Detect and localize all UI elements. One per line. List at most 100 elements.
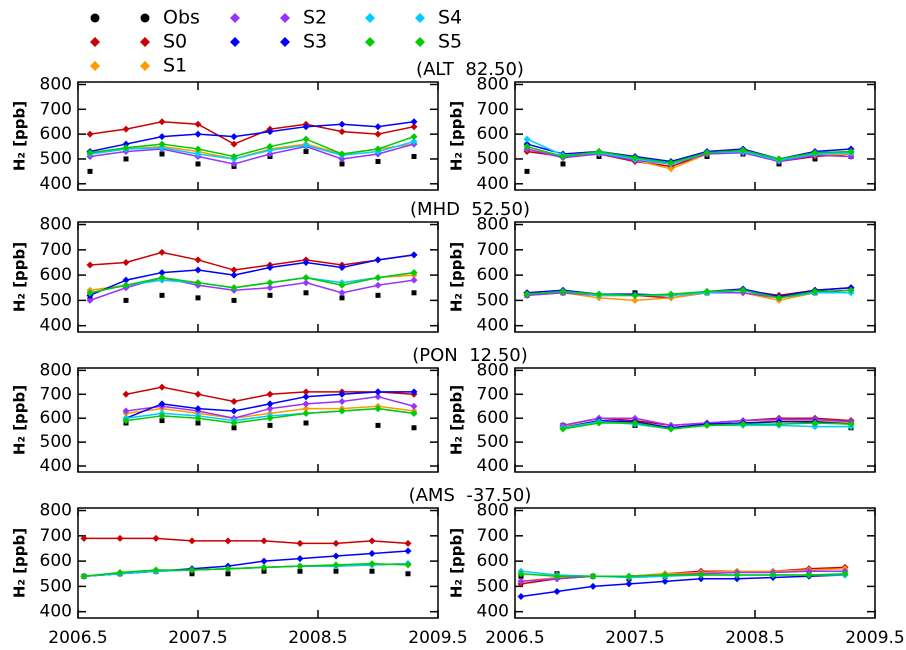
data-point xyxy=(631,296,639,304)
data-point xyxy=(159,292,165,298)
data-point xyxy=(266,128,274,136)
data-point xyxy=(410,402,418,410)
series-line xyxy=(89,251,415,271)
data-point xyxy=(158,274,166,282)
legend-label: S0 xyxy=(163,31,187,53)
data-point xyxy=(517,593,525,601)
data-point xyxy=(158,412,166,420)
data-point xyxy=(847,148,855,156)
data-point xyxy=(368,537,376,545)
data-point xyxy=(703,149,711,157)
data-point xyxy=(159,418,165,424)
data-point xyxy=(296,562,304,570)
y-tick-label: 700 xyxy=(40,526,72,546)
y-tick-label: 700 xyxy=(477,384,509,404)
legend-marker xyxy=(415,37,425,47)
data-point xyxy=(667,290,675,298)
data-point xyxy=(80,534,88,542)
y-tick-label: 600 xyxy=(40,408,72,428)
data-point xyxy=(404,547,412,555)
legend-marker xyxy=(140,37,150,47)
legend-marker xyxy=(140,61,150,71)
y-tick-label: 800 xyxy=(477,215,509,235)
data-point xyxy=(194,266,202,274)
data-point xyxy=(553,587,561,595)
data-point xyxy=(230,407,238,415)
data-point xyxy=(189,571,195,577)
data-point xyxy=(847,286,855,294)
data-point xyxy=(595,148,603,156)
series-line xyxy=(520,574,846,598)
data-point xyxy=(302,141,310,149)
y-axis-label: H₂ [ppb] xyxy=(11,242,29,312)
data-point xyxy=(123,297,129,303)
data-point xyxy=(224,565,232,573)
data-point xyxy=(194,120,202,128)
data-point xyxy=(230,266,238,274)
data-point xyxy=(375,422,381,428)
series-line xyxy=(526,289,852,299)
y-tick-label: 800 xyxy=(477,360,509,380)
data-point xyxy=(122,258,130,266)
data-point xyxy=(194,414,202,422)
data-point xyxy=(374,281,382,289)
y-axis-label: H₂ [ppb] xyxy=(448,242,466,312)
data-point xyxy=(847,420,855,428)
data-point xyxy=(661,571,669,579)
data-point xyxy=(667,165,675,173)
data-point xyxy=(158,144,166,152)
data-point xyxy=(374,123,382,131)
data-point xyxy=(411,153,417,159)
data-point xyxy=(703,288,711,296)
data-point xyxy=(559,425,567,433)
data-point xyxy=(302,388,310,396)
data-point xyxy=(697,575,705,583)
legend-marker xyxy=(280,37,290,47)
y-tick-label: 500 xyxy=(40,290,72,310)
data-point xyxy=(195,420,201,426)
data-point xyxy=(523,135,531,143)
data-point xyxy=(86,296,94,304)
data-point xyxy=(230,133,238,141)
data-point xyxy=(559,288,567,296)
x-tick-label: 2006.5 xyxy=(485,628,544,648)
data-point xyxy=(188,566,196,574)
data-point xyxy=(332,539,340,547)
data-point xyxy=(595,419,603,427)
y-axis-label: H₂ [ppb] xyxy=(448,528,466,598)
data-point xyxy=(338,397,346,405)
data-point xyxy=(302,135,310,143)
data-point xyxy=(296,555,304,563)
x-tick-label: 2009.5 xyxy=(845,628,904,648)
y-tick-label: 400 xyxy=(477,316,509,336)
data-point xyxy=(811,149,819,157)
y-tick-label: 700 xyxy=(40,384,72,404)
data-point xyxy=(266,143,274,151)
plot-frame xyxy=(77,81,439,191)
data-point xyxy=(667,425,675,433)
data-point xyxy=(369,568,375,574)
data-point xyxy=(339,295,345,301)
plot-frame xyxy=(77,367,439,473)
data-point xyxy=(302,393,310,401)
data-point xyxy=(560,161,566,167)
series-line xyxy=(83,562,409,578)
y-tick-label: 600 xyxy=(477,551,509,571)
data-point xyxy=(302,274,310,282)
data-point xyxy=(805,571,813,579)
series-line xyxy=(526,289,852,302)
data-point xyxy=(188,537,196,545)
data-point xyxy=(86,130,94,138)
data-point xyxy=(631,154,639,162)
y-tick-label: 400 xyxy=(40,316,72,336)
x-tick-label: 2008.5 xyxy=(725,628,784,648)
y-tick-label: 800 xyxy=(40,501,72,521)
data-point xyxy=(122,417,130,425)
data-point xyxy=(266,284,274,292)
data-point xyxy=(410,133,418,141)
data-point xyxy=(410,138,418,146)
legend-marker xyxy=(230,13,240,23)
legend-marker xyxy=(365,13,375,23)
data-point xyxy=(194,150,202,158)
data-point xyxy=(195,161,201,167)
